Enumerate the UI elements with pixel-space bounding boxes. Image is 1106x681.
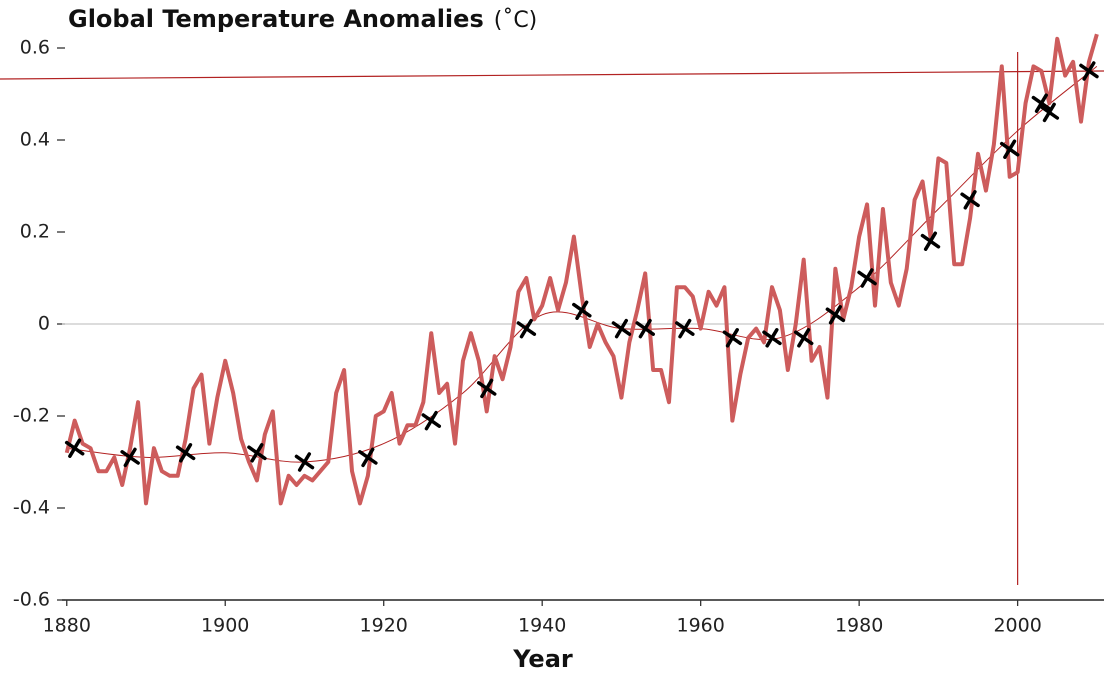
y-tick-label: 0.4 (20, 129, 50, 151)
x-tick-label: 1960 (676, 615, 724, 637)
x-tick-label: 1980 (835, 615, 883, 637)
x-marker (675, 318, 695, 339)
x-marker (635, 318, 655, 339)
x-marker (825, 305, 846, 325)
x-marker (294, 452, 315, 472)
x-marker (358, 447, 378, 468)
x-marker (421, 410, 442, 431)
x-marker (1031, 93, 1052, 113)
x-marker (572, 300, 592, 320)
x-marker (1079, 61, 1099, 81)
x-marker (476, 378, 497, 399)
x-axis-label: Year (512, 645, 573, 673)
x-tick-label: 1920 (360, 615, 408, 637)
x-marker (960, 190, 980, 210)
x-marker (920, 231, 941, 251)
y-tick-label: -0.4 (13, 497, 50, 519)
x-marker (722, 328, 743, 348)
y-tick-label: 0.6 (20, 37, 50, 59)
x-marker (120, 447, 140, 468)
x-tick-label: 2000 (993, 615, 1041, 637)
y-tick-label: -0.2 (13, 405, 50, 427)
x-marker (64, 438, 85, 458)
x-marker (175, 443, 196, 463)
chart-title: Global Temperature Anomalies (68, 5, 484, 33)
x-marker (611, 318, 632, 339)
x-tick-label: 1880 (43, 615, 91, 637)
y-tick-label: -0.6 (13, 589, 50, 611)
x-marker (793, 328, 814, 348)
x-marker (857, 268, 877, 288)
title-unit: (˚C) (494, 8, 538, 33)
y-tick-label: 0.2 (20, 221, 50, 243)
x-marker (247, 443, 267, 463)
x-tick-label: 1900 (201, 615, 249, 637)
x-marker (999, 139, 1020, 159)
x-marker (516, 318, 537, 339)
x-marker (1039, 102, 1060, 123)
x-marker (762, 328, 782, 348)
trend-line (66, 66, 1098, 463)
x-tick-label: 1940 (518, 615, 566, 637)
y-tick-label: 0 (38, 313, 50, 335)
reference-hline (0, 70, 1105, 80)
data-line (64, 33, 1099, 506)
